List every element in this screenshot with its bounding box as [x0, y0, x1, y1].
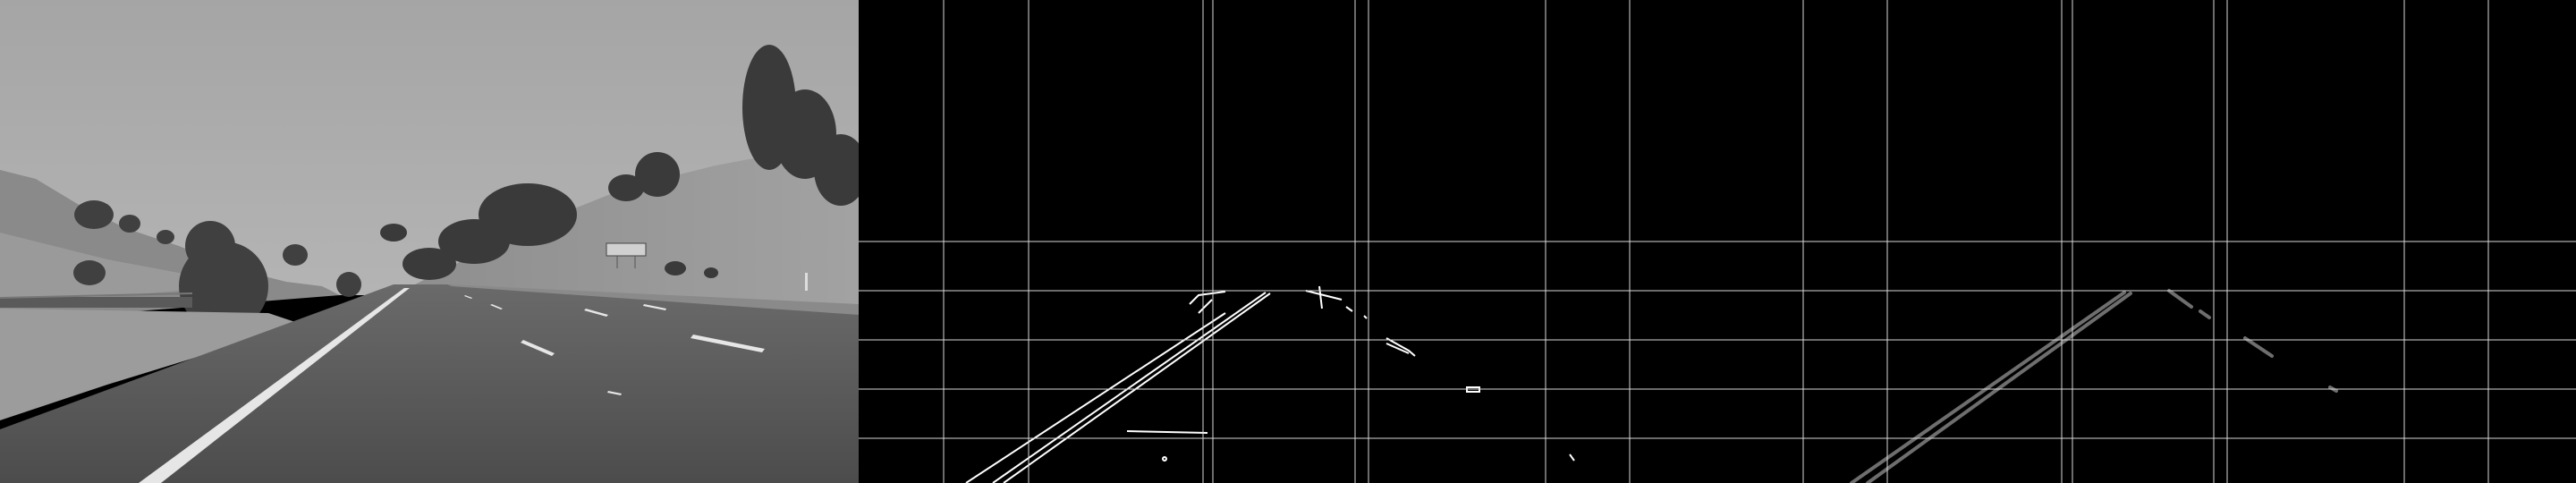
- right-dashed-lane-lines: [464, 295, 765, 395]
- guard-rail: [0, 297, 192, 308]
- detected-lines-image: [1850, 289, 2338, 483]
- detected-lane-lines: [1850, 289, 2338, 483]
- left-lane-line: [139, 288, 410, 483]
- left-trees: [73, 200, 361, 331]
- lane-edge-strokes: [965, 285, 1575, 483]
- edge-map-image: [965, 285, 1575, 483]
- hough-lines-panel: [1717, 0, 2576, 483]
- right-hillside: [411, 143, 859, 309]
- grayscale-road-panel: [0, 0, 859, 483]
- grayscale-road-image: [0, 0, 859, 483]
- highway-sign: [606, 242, 647, 257]
- right-trees: [380, 45, 859, 280]
- canny-edges-panel: [859, 0, 1717, 483]
- roadside-grass: [0, 309, 295, 420]
